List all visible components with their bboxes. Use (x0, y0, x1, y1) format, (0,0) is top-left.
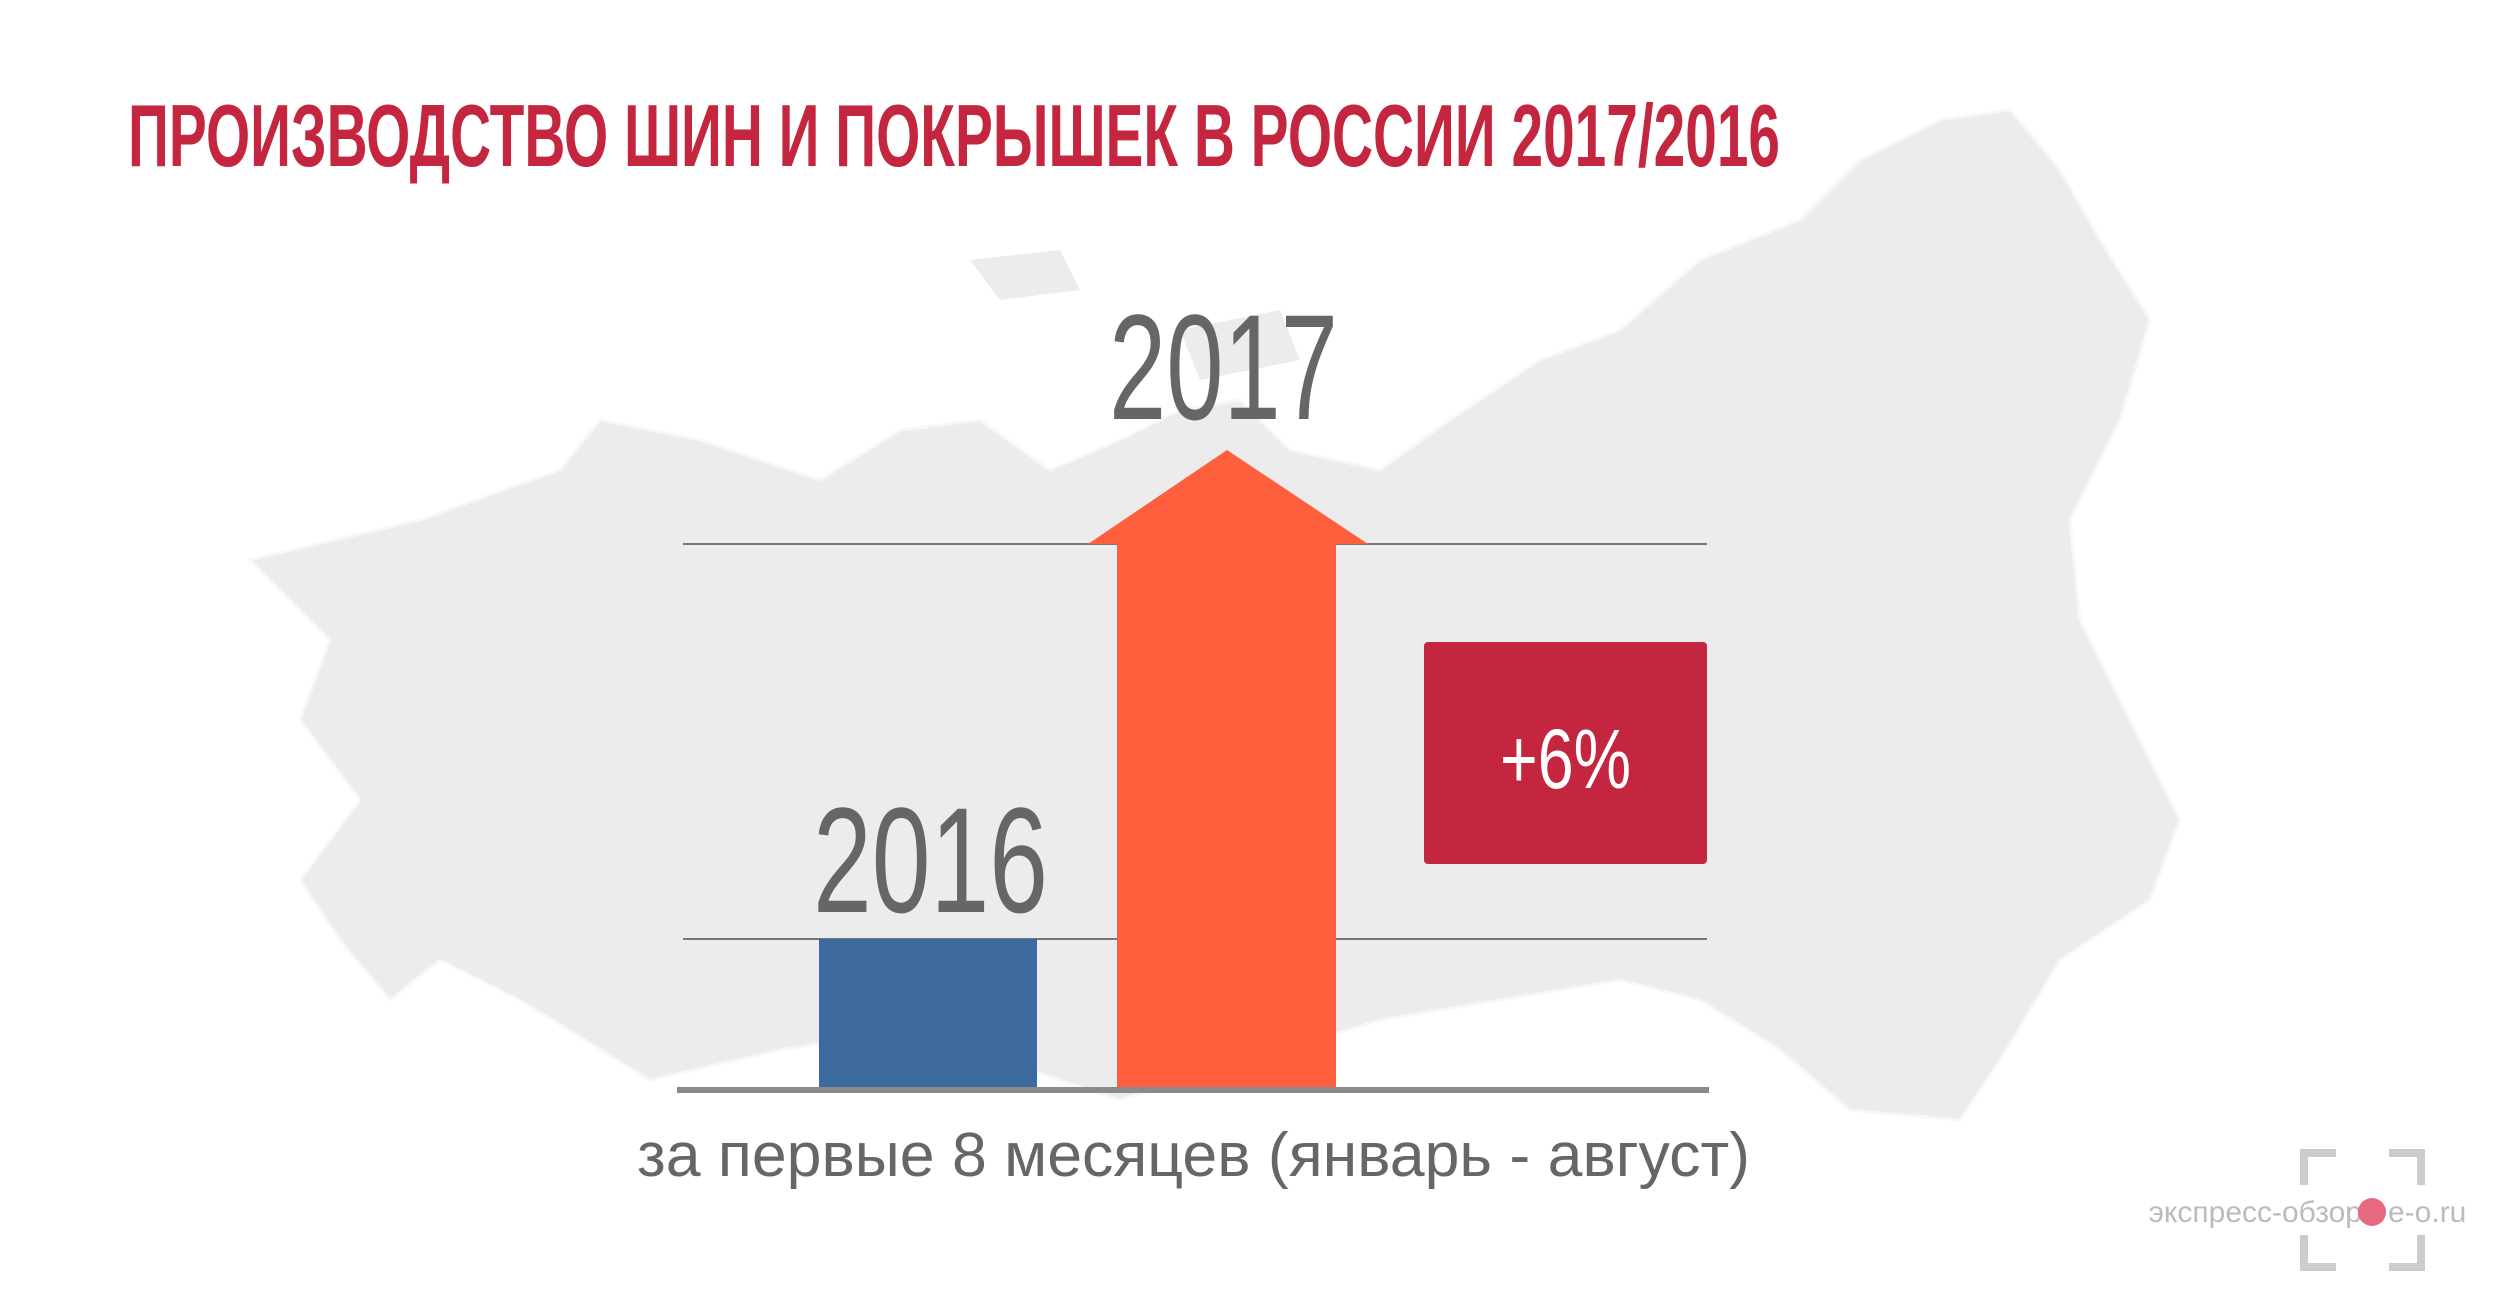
badge-text: +6% (1500, 712, 1631, 806)
label-2017: 2017 (1109, 283, 1338, 451)
arrow-2017 (1088, 450, 1368, 1090)
title: ПРОИЗВОДСТВО ШИН И ПОКРЫШЕК В РОССИИ 201… (128, 86, 1780, 185)
watermark-right: e-o.ru (2388, 1196, 2466, 1229)
watermark-dot (2358, 1198, 2386, 1226)
watermark (2300, 1149, 2425, 1271)
bar-2016 (819, 939, 1037, 1090)
badge (1424, 642, 1707, 864)
watermark-left: экспресс-обзор (2149, 1196, 2362, 1229)
caption: за первые 8 месяцев (январь - август) (637, 1121, 1750, 1190)
label-2016: 2016 (813, 776, 1048, 944)
map-islands (970, 250, 1300, 380)
